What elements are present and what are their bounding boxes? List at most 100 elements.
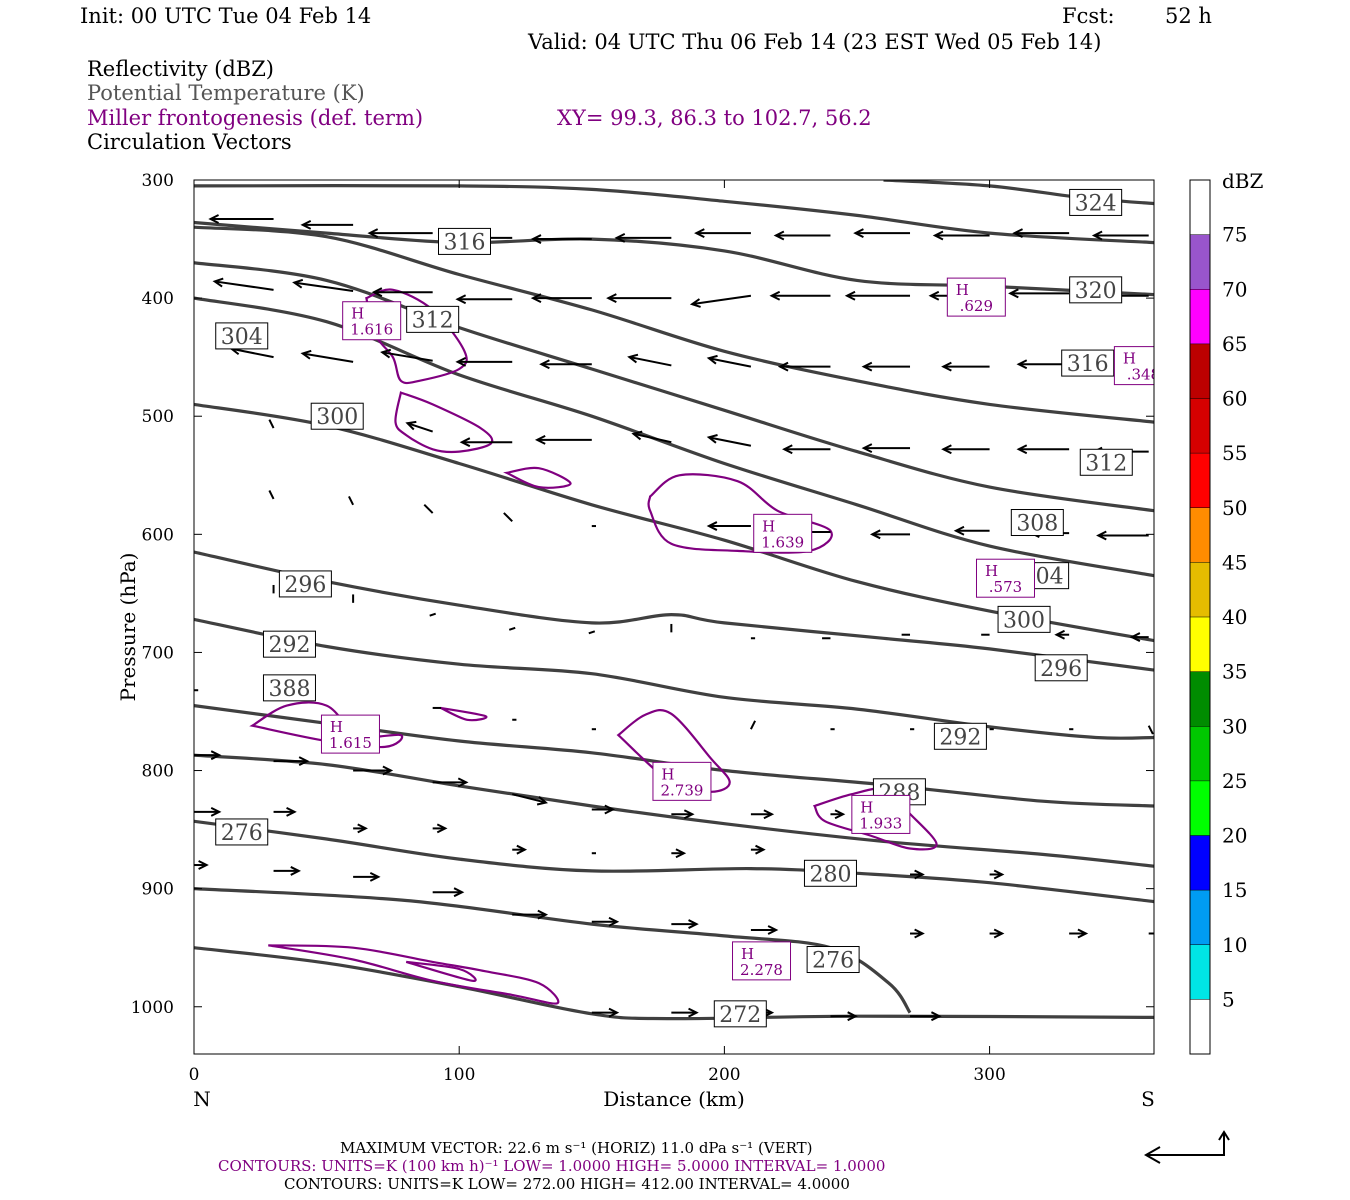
colorbar-band <box>1190 780 1210 836</box>
circulation-vector <box>405 420 433 433</box>
vector-head <box>953 525 965 536</box>
fronto-contour <box>394 391 494 454</box>
colorbar-label: 55 <box>1222 441 1247 465</box>
theta-label-text: 316 <box>443 230 485 255</box>
circulation-vector <box>606 293 672 304</box>
north-end-label: N <box>193 1087 211 1111</box>
theta-label-box <box>278 570 332 598</box>
circulation-vector <box>750 925 779 935</box>
vector-head <box>941 444 952 455</box>
vector-head <box>367 228 379 239</box>
fronto-max-value: 2.739 <box>660 781 703 799</box>
vector-head <box>706 521 718 531</box>
vector-shaft <box>691 294 752 306</box>
theta-label-box <box>803 859 857 887</box>
vector-head <box>861 361 873 372</box>
vector-head <box>763 809 775 820</box>
theta-label: 312 <box>1079 448 1133 476</box>
vector-shaft <box>429 612 436 617</box>
vector-head <box>1129 632 1141 642</box>
vector-head <box>453 887 465 898</box>
circulation-vector <box>750 809 775 820</box>
colorbar-band <box>1190 835 1210 891</box>
theta-label-box <box>262 674 316 702</box>
valid-time: Valid: 04 UTC Thu 06 Feb 14 (23 EST Wed … <box>528 30 1102 54</box>
vector-head <box>198 860 209 870</box>
vector-head <box>212 277 224 288</box>
y-tick-label: 1000 <box>131 998 174 1018</box>
vector-head <box>683 809 695 820</box>
theta-label-box <box>215 818 269 846</box>
circulation-vector <box>588 630 596 635</box>
circulation-vector <box>1012 228 1070 239</box>
theta-label: 300 <box>310 402 364 430</box>
vector-head <box>536 795 549 806</box>
vector-head <box>769 290 781 301</box>
fronto-contour <box>647 473 833 554</box>
x-tick-label: 0 <box>189 1065 200 1085</box>
vector-head <box>208 214 220 224</box>
fronto-max-box <box>652 761 712 801</box>
vector-head <box>1054 629 1065 640</box>
vector-head <box>459 437 471 448</box>
theta-contour-312 <box>194 225 1154 424</box>
circulation-vector <box>503 512 513 523</box>
vector-head <box>914 869 925 880</box>
vector-head <box>455 356 467 367</box>
vector-head <box>1016 444 1028 455</box>
theta-label-text: 272 <box>719 1003 761 1028</box>
fronto-contour <box>440 706 488 722</box>
vector-shaft <box>294 281 354 293</box>
circulation-vector <box>932 230 990 241</box>
circulation-vector <box>853 228 911 239</box>
theta-label-text: 276 <box>221 821 263 846</box>
theta-label: 296 <box>278 570 332 598</box>
colorbar-band <box>1190 562 1210 617</box>
colorbar-band <box>1190 180 1210 235</box>
y-axis-label: Pressure (hPa) <box>116 553 140 702</box>
vector-head <box>1157 930 1165 938</box>
theta-contour-308 <box>194 261 1154 513</box>
fronto-max-h: H <box>1123 350 1136 368</box>
circulation-vector <box>432 777 469 788</box>
vector-head <box>869 529 881 540</box>
fronto-max-box <box>975 558 1035 598</box>
vector-head <box>941 361 952 372</box>
circulation-vector <box>706 521 751 531</box>
fronto-max-h: H <box>741 945 754 963</box>
vector-head <box>773 230 785 241</box>
x-axis-label: Distance (km) <box>603 1087 745 1111</box>
colorbar-label: 75 <box>1222 223 1247 247</box>
vector-head <box>1008 288 1019 299</box>
vector-head <box>210 750 222 761</box>
circulation-vector <box>989 928 1005 939</box>
fronto-max-value: .573 <box>989 578 1022 596</box>
circulation-vector <box>861 361 911 372</box>
colorbar-label: 70 <box>1222 277 1247 301</box>
circulation-vector <box>591 804 616 815</box>
plot-area: 3243163203123043163003123083042963002922… <box>194 180 1165 1028</box>
circulation-vector <box>511 793 549 806</box>
x-tick-label: 300 <box>973 1065 1005 1085</box>
colorbar-label: 50 <box>1222 496 1247 520</box>
circulation-vector <box>769 290 831 301</box>
circulation-vector <box>380 348 433 362</box>
theta-contour-info: CONTOURS: UNITS=K LOW= 272.00 HIGH= 412.… <box>284 1175 850 1193</box>
fronto-max-label: H2.739 <box>652 761 712 801</box>
circulation-vector <box>773 230 831 241</box>
circulation-vector <box>194 860 209 870</box>
theta-label: 292 <box>933 722 987 750</box>
theta-label: 316 <box>1061 349 1115 377</box>
vector-shaft <box>382 351 433 362</box>
vector-head <box>298 756 310 766</box>
field-circulation-vectors: Circulation Vectors <box>87 130 292 154</box>
colorbar-band <box>1190 343 1210 399</box>
circulation-vector <box>455 356 513 367</box>
circulation-vector <box>869 529 911 540</box>
theta-label: 272 <box>713 1000 767 1028</box>
circulation-vector <box>367 228 433 239</box>
theta-label-text: 324 <box>1075 191 1117 216</box>
circulation-vector <box>1129 632 1149 642</box>
theta-label-box <box>933 722 987 750</box>
plot-frame <box>193 179 1155 1055</box>
